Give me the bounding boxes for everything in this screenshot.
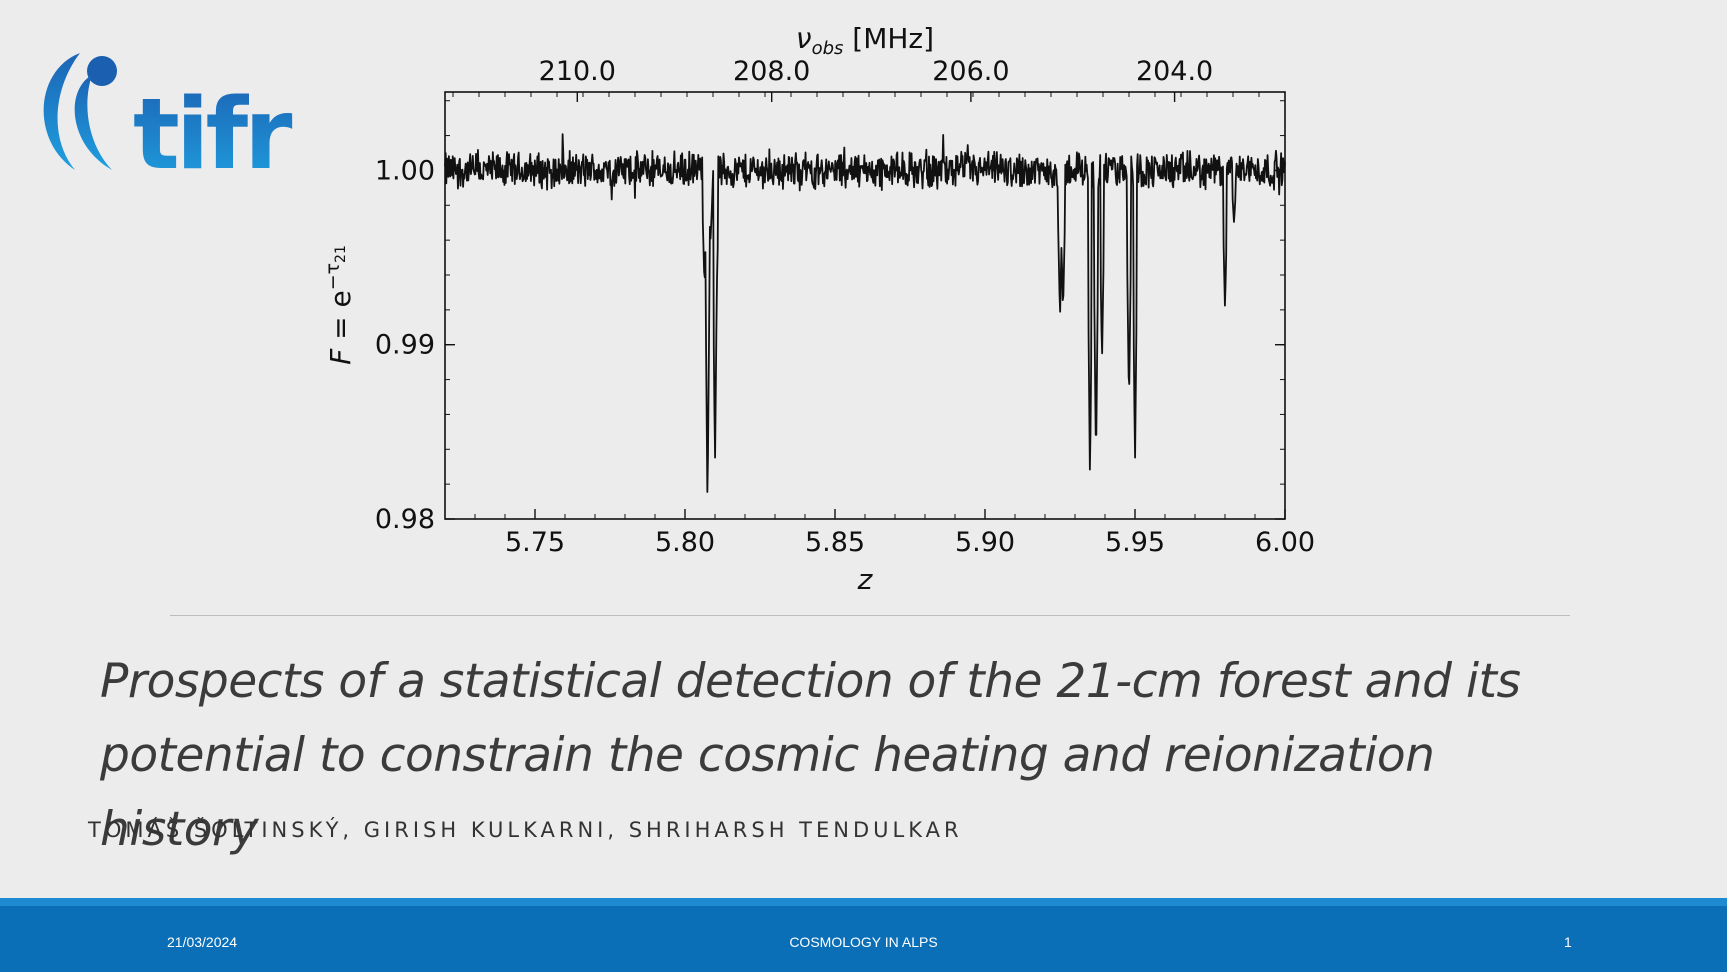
x-tick-label: 5.80 — [655, 527, 715, 558]
y-tick-label: 0.98 — [375, 504, 435, 535]
x-tick-label: 5.85 — [805, 527, 865, 558]
logo-dot — [87, 56, 117, 86]
top-x-tick-label: 210.0 — [539, 56, 616, 87]
footer-conference: COSMOLOGY IN ALPS — [789, 934, 938, 950]
divider-line — [170, 615, 1570, 616]
tifr-logo: tifr — [30, 45, 310, 192]
footer-bar: 21/03/2024 COSMOLOGY IN ALPS 1 — [0, 906, 1727, 972]
flux-series-line — [444, 133, 1286, 493]
logo-arc-outer — [43, 53, 80, 170]
y-axis-label: F = e−τ21 — [322, 245, 357, 365]
x-axis-label: z — [857, 563, 874, 596]
footer-stripe — [0, 898, 1727, 906]
logo-text: tifr — [133, 78, 293, 180]
authors: TOMÁŠ ŠOLTINSKÝ, GIRISH KULKARNI, SHRIHA… — [88, 818, 963, 842]
top-x-tick-label: 204.0 — [1136, 56, 1213, 87]
absorption-chart: 5.75 5.80 5.85 5.90 5.95 6.00 0.98 0.99 1.00 210.… — [320, 15, 1340, 600]
top-x-axis-label: νobs [MHz] — [796, 22, 934, 59]
title-line-1: Prospects of a statistical detection of … — [100, 654, 1521, 709]
slide-title: Prospects of a statistical detection of … — [100, 645, 1600, 867]
x-tick-label: 5.95 — [1105, 527, 1165, 558]
y-tick-label: 0.99 — [375, 330, 435, 361]
x-tick-label: 5.75 — [505, 527, 565, 558]
x-tick-label: 5.90 — [955, 527, 1015, 558]
top-x-tick-label: 206.0 — [932, 56, 1009, 87]
chart-svg: 5.75 5.80 5.85 5.90 5.95 6.00 0.98 0.99 1.00 210.… — [322, 22, 1315, 596]
x-tick-label: 6.00 — [1255, 527, 1315, 558]
tifr-logo-graphic: tifr — [43, 53, 297, 192]
logo-arc-inner — [74, 75, 112, 170]
footer-date: 21/03/2024 — [167, 934, 238, 950]
title-line-2: potential to constrain the cosmic heatin… — [100, 728, 1435, 857]
y-tick-label: 1.00 — [375, 155, 435, 186]
top-x-tick-label: 208.0 — [733, 56, 810, 87]
footer-page-number: 1 — [1564, 934, 1572, 950]
